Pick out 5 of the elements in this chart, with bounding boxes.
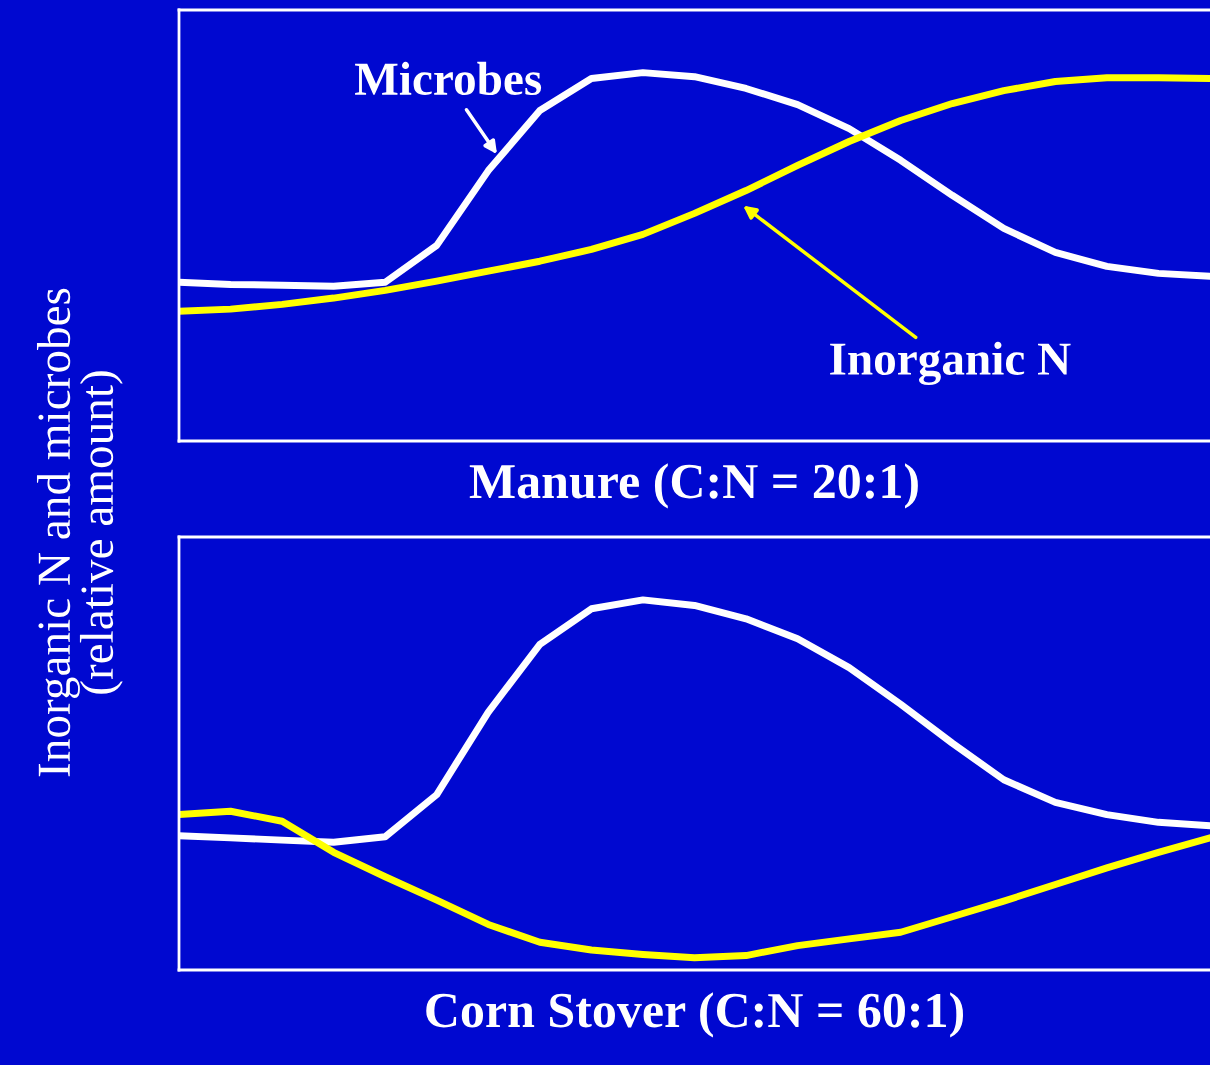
text: Inorganic N	[830, 341, 1071, 386]
x-axis-title: Corn Stover (C:N = 60:1)	[426, 992, 963, 1038]
y-axis-title: Inorganic N and microbes (relative amount)	[36, 288, 123, 777]
x-axis-title: Manure (C:N = 20:1)	[469, 463, 918, 509]
series-label: Microbes	[355, 61, 542, 96]
